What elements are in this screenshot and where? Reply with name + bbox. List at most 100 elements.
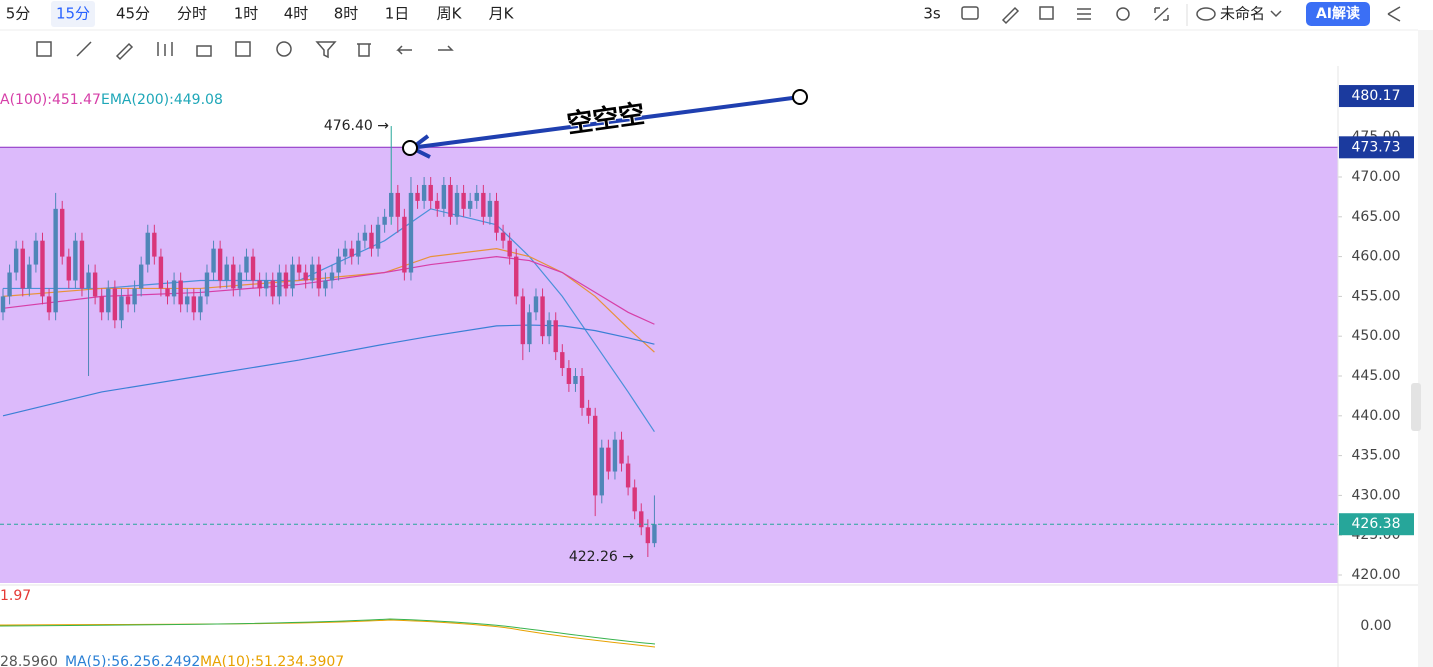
candle-body bbox=[428, 184, 433, 201]
pattern-tool[interactable] bbox=[157, 42, 173, 56]
interval-button[interactable]: 月K bbox=[489, 5, 515, 23]
candle-body bbox=[283, 272, 289, 289]
sub-value: 1.97 bbox=[0, 588, 31, 604]
cloud-icon[interactable] bbox=[1196, 7, 1216, 21]
trend-note: 空空空 bbox=[565, 98, 647, 140]
candle-body bbox=[369, 232, 374, 249]
candle-body bbox=[606, 447, 611, 472]
candle-body bbox=[546, 320, 552, 337]
candle-body bbox=[53, 208, 58, 313]
filter-tool[interactable] bbox=[315, 41, 337, 59]
interval-button[interactable]: 15分 bbox=[56, 5, 90, 23]
price-tag bbox=[1339, 85, 1414, 108]
y-tick-label: 435.00 bbox=[1352, 448, 1401, 464]
candle-body bbox=[257, 280, 262, 289]
candle-body bbox=[217, 248, 223, 281]
drawing-tools bbox=[36, 41, 454, 61]
magnet-tool[interactable] bbox=[276, 41, 292, 57]
interval-button[interactable]: 1日 bbox=[385, 5, 410, 23]
candle-body bbox=[579, 376, 585, 408]
trend-handle[interactable] bbox=[402, 140, 418, 156]
trend-line bbox=[409, 95, 801, 150]
candle-body bbox=[593, 415, 598, 496]
delete-tool[interactable] bbox=[357, 43, 371, 57]
cursor-tool[interactable] bbox=[36, 41, 52, 57]
lock-tool[interactable] bbox=[196, 45, 212, 57]
line-tool[interactable] bbox=[76, 41, 92, 57]
share-icon[interactable] bbox=[1387, 6, 1401, 22]
candle-body bbox=[441, 184, 447, 209]
candle-body bbox=[382, 216, 387, 225]
sub-line bbox=[0, 618, 656, 645]
interval-button[interactable]: 4时 bbox=[284, 5, 309, 23]
interval-button[interactable]: 5分 bbox=[6, 5, 31, 23]
pen-icon[interactable] bbox=[1001, 6, 1020, 25]
candle-body bbox=[507, 240, 512, 257]
ai-button[interactable] bbox=[1306, 2, 1370, 26]
candle-body bbox=[66, 256, 71, 281]
candle-body bbox=[46, 296, 52, 313]
candle-body bbox=[435, 200, 440, 209]
candle-body bbox=[99, 296, 104, 313]
price-tag-label: 480.17 bbox=[1352, 88, 1401, 104]
candle-body bbox=[645, 527, 651, 544]
candle-body bbox=[132, 288, 137, 305]
candle-body bbox=[389, 192, 394, 217]
candle-body bbox=[474, 192, 479, 201]
candle-body bbox=[244, 256, 249, 273]
settings-icon[interactable] bbox=[1116, 7, 1130, 21]
sub-axis-label: 0.00 bbox=[1360, 618, 1391, 634]
dropdown-icon[interactable] bbox=[1270, 10, 1282, 18]
brush-tool[interactable] bbox=[115, 42, 134, 61]
y-tick-label: 445.00 bbox=[1352, 368, 1401, 384]
ma5-readout: MA(5):56.256.2492 bbox=[65, 654, 200, 667]
candle-body bbox=[27, 264, 32, 289]
candle-body bbox=[60, 208, 65, 257]
top-toolbar bbox=[0, 0, 1433, 30]
trend-handle[interactable] bbox=[792, 89, 808, 105]
y-tick-label: 420.00 bbox=[1352, 567, 1401, 583]
candle-body bbox=[520, 296, 526, 345]
redo-tool bbox=[438, 45, 454, 51]
undo-tool[interactable] bbox=[396, 45, 412, 55]
interval-button[interactable]: 45分 bbox=[116, 5, 150, 23]
layout-name[interactable]: 未命名 bbox=[1220, 5, 1265, 23]
y-tick-label: 440.00 bbox=[1352, 408, 1401, 424]
candle-body bbox=[362, 232, 368, 241]
candle-body bbox=[112, 288, 118, 321]
candle-body bbox=[566, 368, 572, 384]
collapse-handle[interactable] bbox=[1411, 383, 1421, 431]
text-tool[interactable] bbox=[235, 41, 251, 57]
candle-body bbox=[296, 264, 302, 273]
candle-body bbox=[106, 288, 111, 313]
candle-body bbox=[237, 272, 243, 289]
candle-body bbox=[375, 224, 381, 249]
indicator-label: A(100):451.47 bbox=[0, 92, 101, 108]
interval-button[interactable]: 8时 bbox=[334, 5, 359, 23]
candle-body bbox=[560, 352, 565, 369]
candle-body bbox=[158, 256, 164, 289]
candle-body bbox=[40, 240, 45, 297]
candle-body bbox=[639, 511, 644, 528]
note-icon[interactable] bbox=[1039, 6, 1054, 20]
ai-button-label[interactable]: AI解读 bbox=[1316, 5, 1360, 22]
candle-body bbox=[185, 296, 190, 305]
candle-body bbox=[7, 272, 12, 297]
interval-button[interactable]: 周K bbox=[437, 5, 463, 23]
moving-average bbox=[2, 255, 655, 325]
candle-body bbox=[415, 192, 420, 201]
candle-body bbox=[171, 280, 177, 297]
camera-icon[interactable] bbox=[961, 6, 979, 20]
interval-button[interactable]: 分时 bbox=[177, 5, 207, 23]
price-tag-label: 426.38 bbox=[1352, 516, 1401, 532]
fullscreen-icon[interactable] bbox=[1154, 7, 1169, 21]
candle-body bbox=[632, 487, 637, 512]
candle-body bbox=[514, 256, 519, 297]
candle-body bbox=[356, 240, 361, 257]
interval-button[interactable]: 1时 bbox=[234, 5, 259, 23]
candle-body bbox=[13, 248, 19, 273]
refresh-rate[interactable]: 3s bbox=[923, 5, 941, 23]
indicator-label: EMA(200):449.08 bbox=[101, 92, 223, 108]
list-icon[interactable] bbox=[1077, 8, 1091, 20]
